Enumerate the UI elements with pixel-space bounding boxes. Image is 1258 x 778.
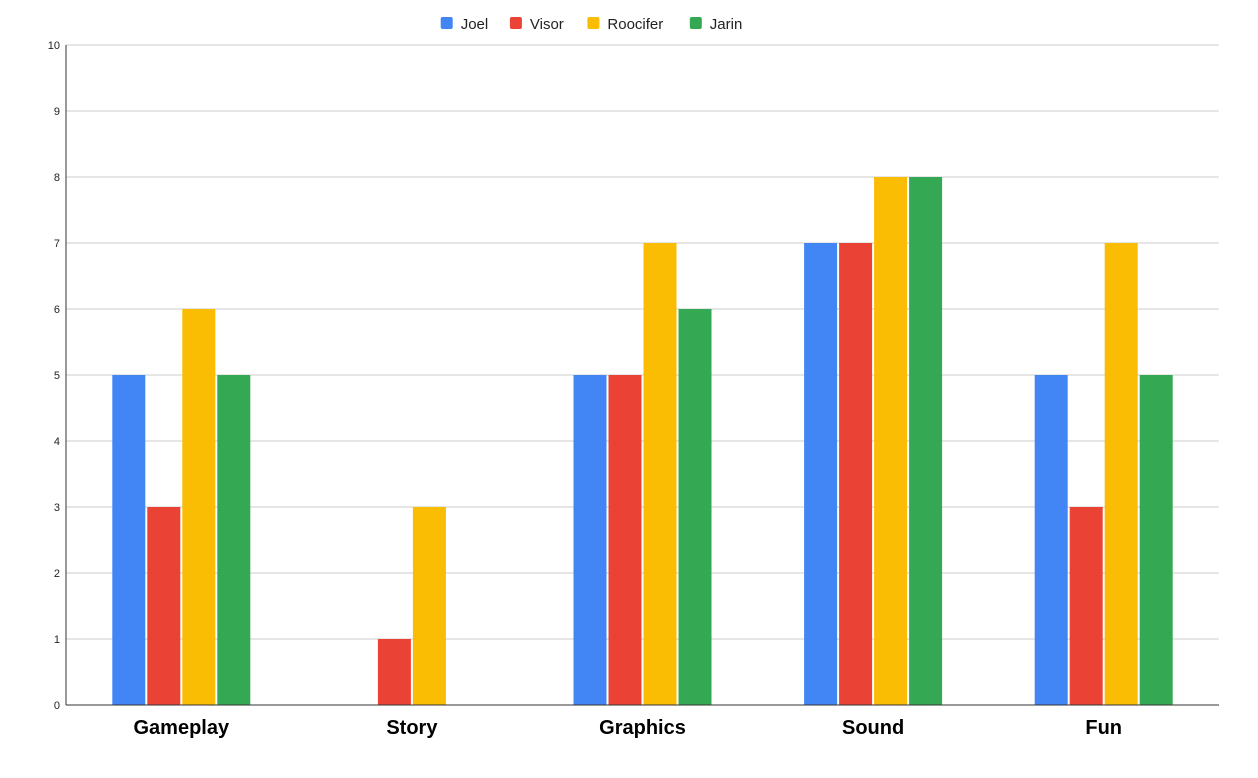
bar-joel-graphics	[573, 375, 607, 705]
bar-roocifer-sound	[874, 177, 908, 705]
x-tick-label: Fun	[1085, 717, 1122, 739]
y-tick-label: 9	[54, 106, 60, 118]
bar-roocifer-gameplay	[182, 309, 216, 705]
y-axis-ticks: 0 1 2 3 4 5 6 7 8 9 10	[48, 40, 60, 712]
bar-jarin-gameplay	[217, 375, 251, 705]
bar-joel-fun	[1034, 375, 1068, 705]
x-tick-label: Gameplay	[133, 717, 229, 739]
legend-swatch-roocifer	[587, 17, 600, 29]
bar-visor-gameplay	[147, 507, 181, 705]
x-tick-label: Sound	[842, 717, 904, 739]
bar-joel-gameplay	[112, 375, 146, 705]
bar-visor-graphics	[608, 375, 642, 705]
bar-jarin-graphics	[678, 309, 712, 705]
legend-label: Joel	[461, 16, 489, 33]
y-tick-label: 3	[54, 502, 60, 514]
bar-roocifer-graphics	[643, 243, 677, 705]
y-tick-label: 7	[54, 238, 60, 250]
bar-jarin-sound	[909, 177, 943, 705]
legend-swatch-jarin	[689, 17, 702, 29]
y-tick-label: 4	[54, 436, 60, 448]
y-tick-label: 0	[54, 700, 60, 712]
legend-label: Visor	[530, 16, 564, 33]
gridlines	[66, 44, 1219, 640]
axes	[65, 45, 1219, 706]
legend: Joel Visor Roocifer Jarin	[440, 16, 743, 33]
legend-label: Roocifer	[607, 16, 663, 33]
y-tick-label: 2	[54, 568, 60, 580]
bar-roocifer-story	[412, 507, 446, 705]
x-tick-label: Graphics	[599, 717, 686, 739]
bar-visor-sound	[839, 243, 873, 705]
legend-swatch-joel	[440, 17, 453, 29]
y-tick-label: 8	[54, 172, 60, 184]
bars	[112, 177, 1173, 705]
y-tick-label: 6	[54, 304, 60, 316]
y-tick-label: 10	[48, 40, 60, 52]
legend-swatch-visor	[509, 17, 522, 29]
bar-roocifer-fun	[1104, 243, 1138, 705]
bar-joel-sound	[804, 243, 838, 705]
x-axis-ticks: Gameplay Story Graphics Sound Fun	[133, 717, 1122, 739]
y-tick-label: 1	[54, 634, 60, 646]
bar-visor-story	[377, 639, 411, 705]
y-tick-label: 5	[54, 370, 60, 382]
legend-label: Jarin	[710, 16, 743, 33]
bar-jarin-fun	[1139, 375, 1173, 705]
x-tick-label: Story	[386, 717, 438, 739]
bar-visor-fun	[1069, 507, 1103, 705]
